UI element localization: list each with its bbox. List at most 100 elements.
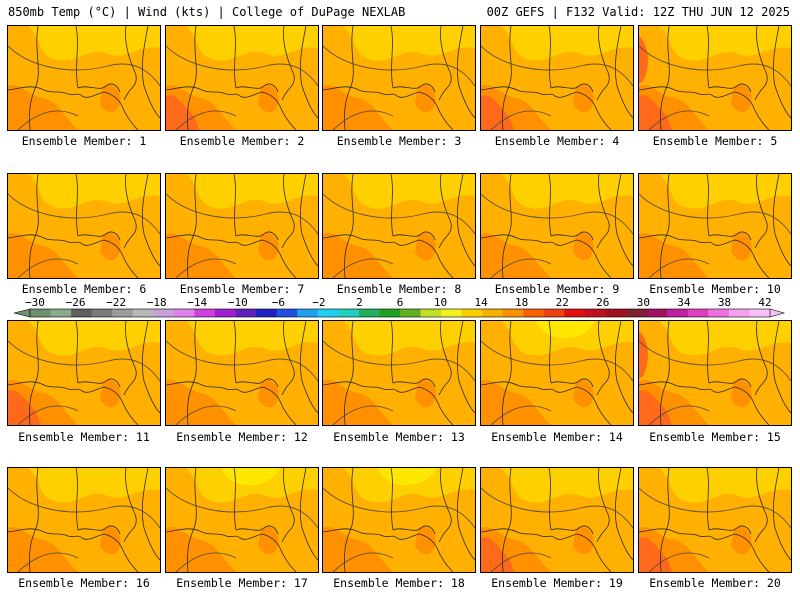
colorbar-segment xyxy=(441,309,462,317)
ensemble-panel xyxy=(7,25,161,131)
colorbar-segment xyxy=(667,309,689,317)
colorbar-segment xyxy=(338,309,360,317)
ensemble-panel xyxy=(7,467,161,573)
ensemble-panel xyxy=(638,467,792,573)
colorbar-segment xyxy=(400,309,421,317)
model-run-info: 00Z GEFS | F132 Valid: 12Z THU JUN 12 20… xyxy=(486,5,790,19)
temperature-map xyxy=(323,26,475,130)
colorbar-segment xyxy=(646,309,668,317)
ensemble-panel xyxy=(322,25,476,131)
temperature-map xyxy=(323,174,475,278)
colorbar-tick-label: −26 xyxy=(66,296,86,309)
temperature-map xyxy=(639,174,791,278)
ensemble-member-label: Ensemble Member: 15 xyxy=(649,430,781,444)
colorbar-segment xyxy=(728,309,750,317)
colorbar-tick-label: 18 xyxy=(515,296,528,309)
ensemble-panel xyxy=(480,25,634,131)
ensemble-member-label: Ensemble Member: 16 xyxy=(18,576,150,590)
ensemble-member-label: Ensemble Member: 6 xyxy=(21,282,147,296)
colorbar-tick-label: 6 xyxy=(397,296,404,309)
colorbar-segment xyxy=(215,309,236,317)
ensemble-panel xyxy=(7,320,161,426)
colorbar-segment xyxy=(153,309,175,317)
temperature-map xyxy=(8,468,160,572)
ensemble-member-label: Ensemble Member: 19 xyxy=(491,576,623,590)
colorbar-segment xyxy=(379,309,401,317)
ensemble-panel xyxy=(480,173,634,279)
colorbar-segment xyxy=(358,309,380,317)
temperature-map xyxy=(639,26,791,130)
ensemble-panel xyxy=(322,467,476,573)
colorbar-segment xyxy=(132,309,154,317)
colorbar-segment xyxy=(276,309,298,317)
ensemble-panel xyxy=(638,173,792,279)
colorbar-segment xyxy=(71,309,92,317)
ensemble-panel xyxy=(165,25,319,131)
colorbar-segment xyxy=(482,309,504,317)
ensemble-member-label: Ensemble Member: 13 xyxy=(333,430,465,444)
colorbar-segment xyxy=(626,309,647,317)
ensemble-panel xyxy=(7,173,161,279)
ensemble-member-label: Ensemble Member: 18 xyxy=(333,576,465,590)
colorbar-segment xyxy=(317,309,339,317)
colorbar-segment xyxy=(585,309,606,317)
ensemble-panel xyxy=(638,320,792,426)
temperature-map xyxy=(323,468,475,572)
ensemble-panel xyxy=(165,320,319,426)
colorbar-segment xyxy=(30,309,51,317)
temperature-map xyxy=(639,321,791,425)
colorbar-tick-label: −14 xyxy=(187,296,207,309)
colorbar-segment xyxy=(605,309,627,317)
colorbar-tick-label: 10 xyxy=(434,296,447,309)
colorbar-segment xyxy=(235,309,257,317)
ensemble-panel xyxy=(322,173,476,279)
ensemble-panel xyxy=(322,320,476,426)
colorbar-tick-label: −22 xyxy=(106,296,126,309)
colorbar-tick-label: 14 xyxy=(474,296,488,309)
ensemble-member-label: Ensemble Member: 11 xyxy=(18,430,150,444)
ensemble-member-label: Ensemble Member: 1 xyxy=(21,134,147,148)
ensemble-member-label: Ensemble Member: 14 xyxy=(491,430,623,444)
temperature-map xyxy=(639,468,791,572)
colorbar-segment xyxy=(461,309,483,317)
ensemble-member-label: Ensemble Member: 5 xyxy=(652,134,778,148)
colorbar-segment xyxy=(91,309,113,317)
colorbar-tick-label: −2 xyxy=(312,296,325,309)
temperature-map xyxy=(8,174,160,278)
colorbar-segment xyxy=(523,309,545,317)
colorbar-tick-label: 22 xyxy=(556,296,569,309)
ensemble-member-label: Ensemble Member: 7 xyxy=(179,282,305,296)
colorbar-tick-label: −18 xyxy=(147,296,167,309)
ensemble-panel xyxy=(480,320,634,426)
colorbar-segment xyxy=(194,309,216,317)
temperature-map xyxy=(166,468,318,572)
temperature-map xyxy=(481,174,633,278)
colorbar-segment xyxy=(173,309,195,317)
colorbar-segment xyxy=(749,309,771,317)
ensemble-member-label: Ensemble Member: 3 xyxy=(336,134,462,148)
ensemble-member-label: Ensemble Member: 10 xyxy=(649,282,781,296)
colorbar-tick-label: 26 xyxy=(596,296,609,309)
ensemble-member-label: Ensemble Member: 2 xyxy=(179,134,305,148)
map-title: 850mb Temp (°C) | Wind (kts) | College o… xyxy=(8,5,406,19)
colorbar-segment xyxy=(420,309,442,317)
temperature-colorbar: −30 −26 −22 −18 −14 −10 −6 −2 2 6 10 14 18 22 26 30 34 38… xyxy=(13,296,786,318)
colorbar-segment xyxy=(502,309,524,317)
ensemble-panel xyxy=(165,173,319,279)
colorbar-segment xyxy=(687,309,709,317)
ensemble-member-label: Ensemble Member: 9 xyxy=(494,282,620,296)
ensemble-member-label: Ensemble Member: 4 xyxy=(494,134,620,148)
temperature-map xyxy=(481,321,633,425)
ensemble-member-label: Ensemble Member: 17 xyxy=(176,576,308,590)
colorbar-segment xyxy=(297,309,319,317)
temperature-map xyxy=(8,26,160,130)
ensemble-panel xyxy=(480,467,634,573)
temperature-map xyxy=(481,468,633,572)
colorbar-tick-label: −10 xyxy=(228,296,248,309)
colorbar-segment xyxy=(564,309,586,317)
temperature-map xyxy=(166,26,318,130)
ensemble-panel xyxy=(638,25,792,131)
colorbar-segment xyxy=(708,309,730,317)
colorbar-tick-label: 42 xyxy=(758,296,771,309)
colorbar-segment xyxy=(543,309,565,317)
